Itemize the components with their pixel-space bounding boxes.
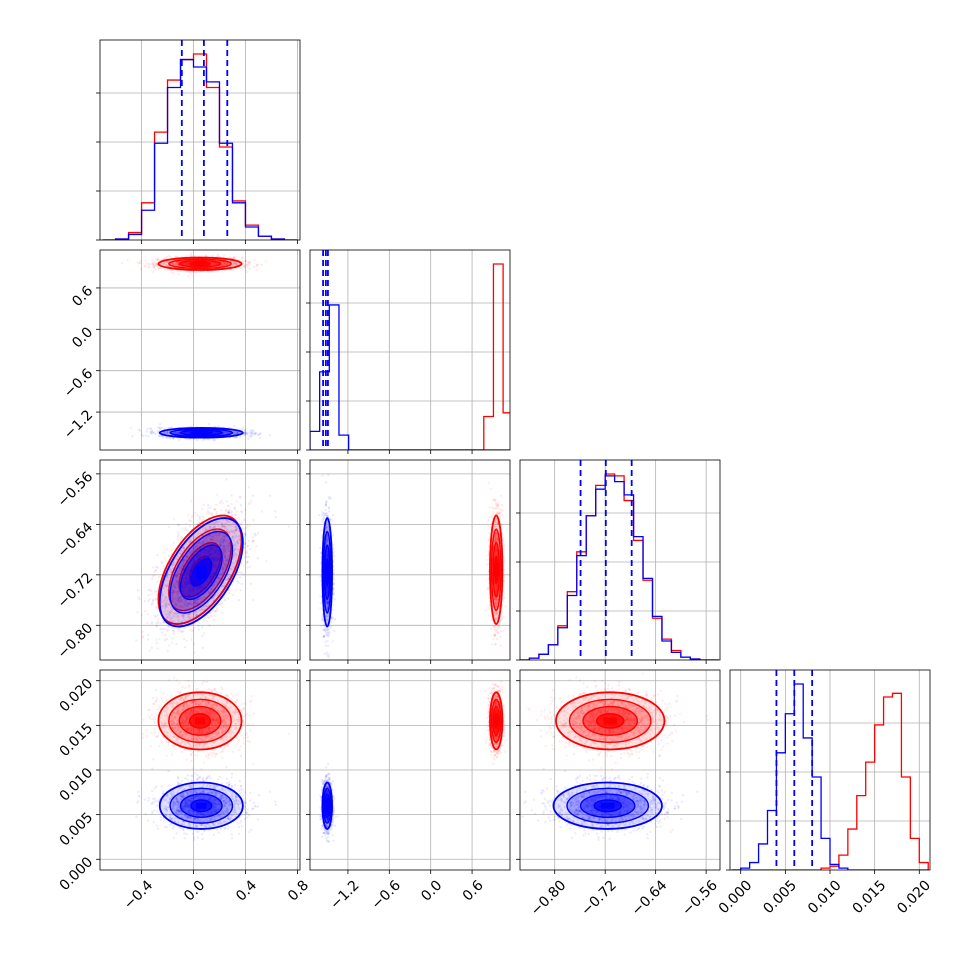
histogram-p3-series_b [520, 475, 719, 660]
grid-2-1 [306, 460, 510, 664]
x-tick-labels-p2: −1.2 −0.6 0.0 0.6 [327, 877, 487, 912]
x-tick-label: 0.015 [850, 877, 890, 917]
x-tick-label: −0.72 [578, 877, 620, 919]
panel-frame-3-2 [519, 669, 721, 871]
panel-frame-1-1 [309, 249, 511, 451]
x-tick-label: −0.80 [528, 877, 570, 919]
scatter-p1-p4 [135, 676, 291, 842]
grid-1-0 [96, 250, 300, 454]
x-tick-label: −0.4 [121, 877, 156, 912]
y-tick-label: 0.6 [69, 283, 96, 310]
histogram-p1-series_a [102, 53, 298, 240]
scatter-p1-p3 [135, 478, 291, 654]
x-tick-label: 0.005 [760, 877, 800, 917]
y-tick-label: 0.005 [57, 810, 97, 850]
grid-3-0 [96, 670, 300, 874]
panel-frame-2-2 [519, 459, 721, 661]
x-tick-labels-p3: −0.80 −0.72 −0.64 −0.56 [528, 877, 721, 919]
scatter-p2-p3 [317, 473, 507, 659]
grid-3-3 [726, 670, 930, 874]
histogram-p2-series_a [310, 263, 510, 450]
x-tick-label: 0.0 [418, 877, 445, 904]
panel-frame-3-0 [99, 669, 301, 871]
x-tick-label: 0.8 [285, 877, 312, 904]
y-tick-label: −0.56 [55, 469, 97, 511]
grid-3-2 [516, 670, 720, 874]
panel-frame-3-1 [309, 669, 511, 871]
y-tick-label: 0.0 [69, 324, 96, 351]
y-tick-label: −0.72 [55, 570, 97, 612]
panel-frame-1-0 [99, 249, 301, 451]
x-tick-label: −0.56 [679, 877, 721, 919]
y-tick-label: −0.80 [55, 620, 97, 662]
x-tick-label: −0.6 [369, 877, 404, 912]
histogram-p3-series_a [520, 473, 719, 660]
scatter-p1-p2 [120, 252, 272, 442]
panel-frame-3-3 [729, 669, 931, 871]
histogram-p4-series_b [731, 683, 929, 870]
x-tick-labels-p4: 0.000 0.005 0.010 0.015 0.020 [716, 877, 934, 917]
x-tick-label: 0.000 [716, 877, 756, 917]
panel-frame-2-0 [99, 459, 301, 661]
x-tick-label: 0.010 [805, 877, 845, 917]
panel-frame-0-0 [99, 39, 301, 241]
y-tick-labels-p2: −1.2 −0.6 0.0 0.6 [61, 283, 96, 443]
histogram-p2-series_b [310, 304, 510, 450]
grid-3-1 [306, 670, 510, 874]
panel-frame-2-1 [309, 459, 511, 661]
scatter-p3-p4 [521, 672, 709, 842]
y-tick-label: −0.64 [55, 519, 97, 561]
x-tick-label: 0.6 [460, 877, 487, 904]
grid-2-2 [516, 460, 720, 664]
x-tick-labels-p1: −0.4 0.0 0.4 0.8 [121, 877, 312, 912]
histogram-p1-series_b [102, 58, 298, 240]
y-tick-label: 0.000 [57, 854, 97, 894]
y-tick-label: −1.2 [61, 407, 96, 442]
x-tick-label: 0.4 [233, 877, 260, 904]
grid-1-1 [306, 250, 510, 454]
x-tick-label: 0.0 [181, 877, 208, 904]
y-tick-label: −0.6 [61, 366, 96, 401]
y-tick-label: 0.015 [57, 720, 97, 760]
y-tick-label: 0.010 [57, 765, 97, 805]
y-tick-labels-p3: −0.80 −0.72 −0.64 −0.56 [55, 469, 97, 662]
x-tick-label: −1.2 [327, 877, 362, 912]
histogram-p4-series_a [731, 692, 929, 870]
x-tick-label: −0.64 [629, 877, 671, 919]
x-tick-label: 0.020 [894, 877, 934, 917]
scatter-p2-p4 [318, 670, 507, 844]
grid-0-0 [96, 40, 300, 244]
y-tick-label: 0.020 [57, 676, 97, 716]
